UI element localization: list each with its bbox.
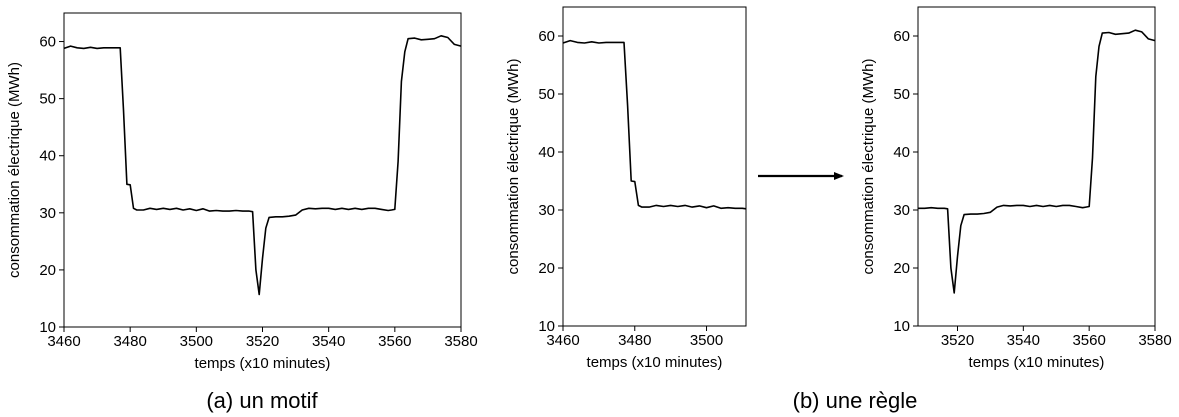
x-tick-label: 3480: [113, 333, 146, 350]
plot-frame: [917, 6, 1156, 327]
y-tick-label: 10: [893, 318, 910, 335]
x-tick-label: 3460: [546, 332, 579, 349]
consumption-series-line: [918, 29, 1156, 294]
x-tick-label: 3540: [1007, 332, 1040, 349]
chart-b-consequent: 10 20 30 40 50 60 3520 3540 3560 3580 temps (x10 m…: [860, 6, 1172, 371]
y-tick-label: 30: [538, 202, 555, 219]
y-tick-label: 40: [39, 148, 56, 165]
x-axis-label: temps (x10 minutes): [969, 354, 1105, 371]
plot-frame: [63, 12, 462, 328]
chart-b-antecedent: 10 20 30 40 50 60 3460 3480 3500 temps (x10 minut…: [505, 6, 747, 371]
caption-a: (a) un motif: [206, 388, 318, 413]
y-tick-label: 10: [39, 319, 56, 336]
x-tick-label: 3560: [378, 333, 411, 350]
x-tick-label: 3520: [941, 332, 974, 349]
y-tick-label: 30: [893, 202, 910, 219]
x-tick-label: 3460: [47, 333, 80, 350]
y-tick-label: 50: [39, 91, 56, 108]
x-tick-label: 3540: [312, 333, 345, 350]
x-tick-label: 3500: [180, 333, 213, 350]
consumption-series-line: [562, 39, 747, 210]
x-tick-label: 3520: [246, 333, 279, 350]
y-axis-label: consommation électrique (MWh): [860, 59, 877, 275]
x-tick-label: 3480: [618, 332, 651, 349]
y-tick-label: 20: [538, 260, 555, 277]
y-tick-label: 60: [39, 34, 56, 51]
chart-a-full-pattern: 10 20 30 40 50 60 3460 3480 3500 3520 3540 3560 3580…: [6, 12, 478, 372]
y-tick-label: 50: [893, 86, 910, 103]
y-axis-label: consommation électrique (MWh): [505, 59, 522, 275]
y-tick-label: 30: [39, 205, 56, 222]
y-tick-label: 40: [538, 144, 555, 161]
x-tick-label: 3560: [1072, 332, 1105, 349]
x-axis-label: temps (x10 minutes): [587, 354, 723, 371]
y-tick-label: 60: [538, 28, 555, 45]
plot-frame: [562, 6, 747, 327]
x-tick-label: 3580: [1138, 332, 1171, 349]
y-tick-label: 50: [538, 86, 555, 103]
consumption-series-line: [63, 35, 462, 296]
y-axis-label: consommation électrique (MWh): [6, 62, 23, 278]
x-axis-label: temps (x10 minutes): [195, 355, 331, 372]
x-tick-label: 3580: [444, 333, 477, 350]
y-tick-label: 60: [893, 28, 910, 45]
caption-b: (b) une règle: [793, 388, 918, 413]
y-tick-label: 20: [39, 262, 56, 279]
y-tick-label: 10: [538, 318, 555, 335]
y-tick-label: 20: [893, 260, 910, 277]
y-tick-label: 40: [893, 144, 910, 161]
x-tick-label: 3500: [690, 332, 723, 349]
